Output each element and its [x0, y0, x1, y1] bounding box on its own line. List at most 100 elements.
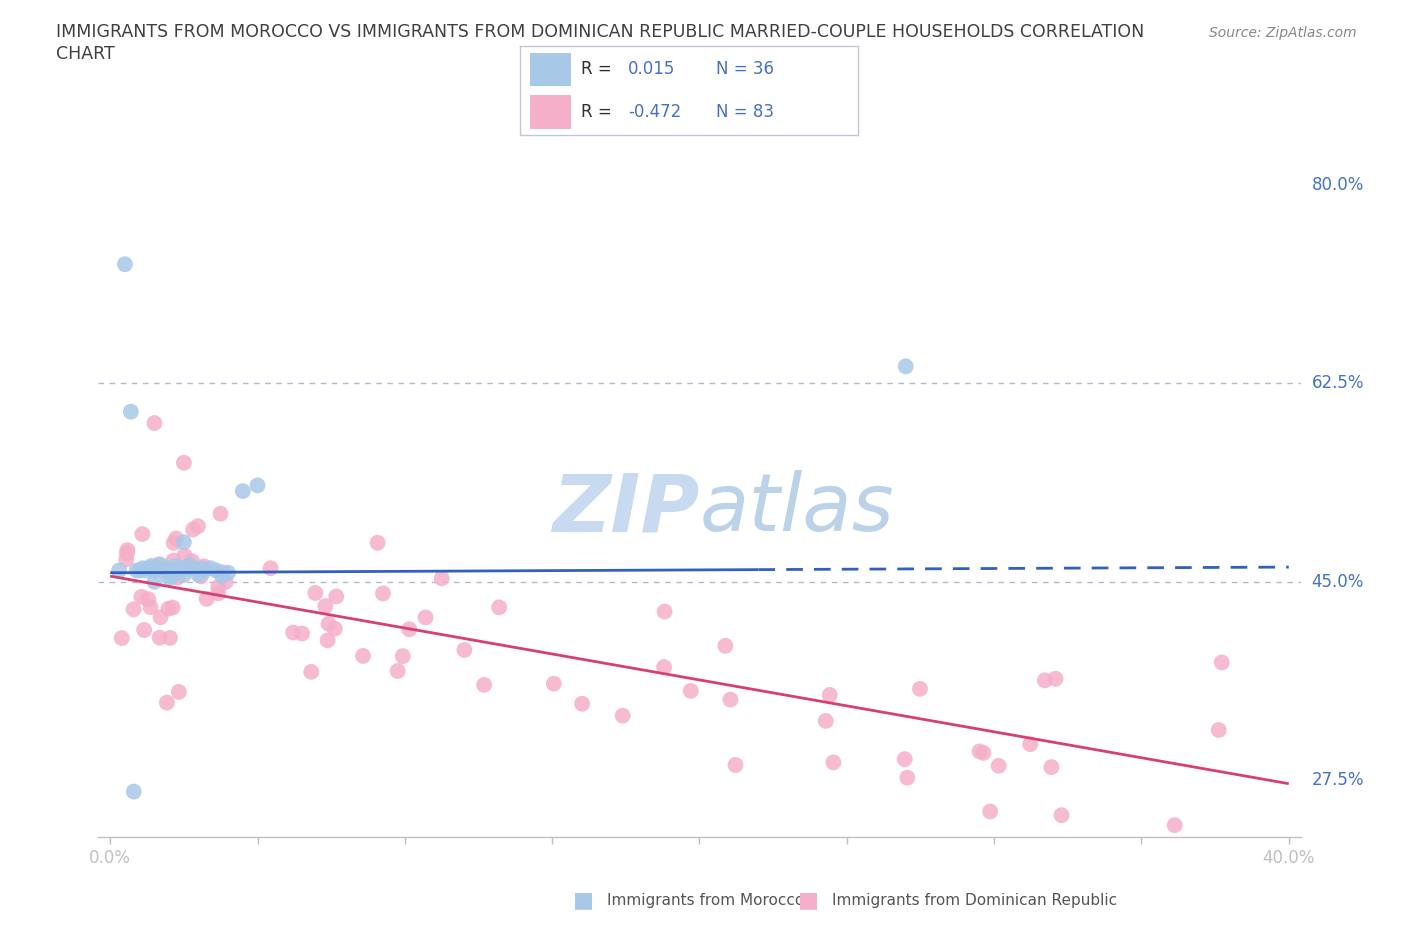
Text: 62.5%: 62.5%: [1312, 375, 1364, 392]
Point: [314, 599, 336, 614]
Text: 80.0%: 80.0%: [1312, 176, 1364, 193]
Point: [291, 626, 314, 641]
Point: [205, 563, 228, 578]
Point: [143, 575, 166, 590]
Point: [157, 602, 180, 617]
Point: [488, 600, 510, 615]
Bar: [530, 95, 571, 128]
Point: [136, 591, 159, 606]
Point: [170, 561, 193, 576]
Point: [543, 676, 565, 691]
Text: 45.0%: 45.0%: [1312, 573, 1364, 591]
Text: N = 83: N = 83: [716, 103, 773, 121]
Point: [1019, 737, 1042, 751]
Point: [679, 684, 702, 698]
Text: CHART: CHART: [56, 45, 115, 62]
Point: [894, 359, 917, 374]
Text: Source: ZipAtlas.com: Source: ZipAtlas.com: [1209, 26, 1357, 40]
Point: [1045, 671, 1067, 686]
Point: [120, 405, 142, 419]
Point: [128, 563, 150, 578]
Point: [972, 746, 994, 761]
Point: [714, 638, 737, 653]
Point: [814, 713, 837, 728]
Point: [122, 602, 145, 617]
Point: [135, 563, 157, 578]
Point: [111, 631, 134, 645]
Point: [148, 557, 170, 572]
Point: [125, 563, 148, 578]
Point: [139, 600, 162, 615]
Y-axis label: Married-couple Households: Married-couple Households: [0, 384, 7, 592]
Point: [157, 571, 180, 586]
Point: [318, 617, 340, 631]
Point: [398, 622, 420, 637]
Point: [134, 622, 156, 637]
Point: [207, 579, 229, 594]
Point: [214, 575, 236, 590]
Point: [166, 570, 188, 585]
Point: [316, 632, 339, 647]
Point: [187, 567, 209, 582]
Point: [115, 552, 138, 567]
Point: [1033, 673, 1056, 688]
Point: [179, 557, 201, 572]
Point: [987, 758, 1010, 773]
Text: ■: ■: [574, 890, 593, 910]
Point: [387, 663, 409, 678]
Point: [571, 697, 593, 711]
Point: [131, 561, 153, 576]
Point: [146, 561, 169, 576]
Point: [162, 553, 184, 568]
Point: [160, 568, 183, 583]
Point: [195, 591, 218, 606]
Point: [149, 631, 172, 645]
Point: [1208, 723, 1230, 737]
Point: [281, 625, 304, 640]
Point: [246, 478, 269, 493]
Point: [193, 563, 215, 578]
Point: [893, 751, 915, 766]
Point: [176, 561, 198, 576]
Point: [114, 257, 136, 272]
Point: [173, 535, 195, 550]
Point: [908, 682, 931, 697]
Text: Immigrants from Morocco: Immigrants from Morocco: [607, 893, 804, 908]
Text: 0.015: 0.015: [628, 60, 675, 78]
Bar: [530, 53, 571, 86]
Point: [1040, 760, 1063, 775]
Point: [299, 664, 322, 679]
Point: [391, 648, 413, 663]
Point: [1163, 817, 1185, 832]
Point: [115, 546, 138, 561]
Point: [173, 567, 195, 582]
Point: [209, 506, 232, 521]
Point: [190, 569, 212, 584]
Point: [138, 561, 160, 576]
Point: [430, 571, 453, 586]
Point: [159, 631, 181, 645]
Text: ■: ■: [799, 890, 818, 910]
Point: [181, 522, 204, 537]
Point: [122, 784, 145, 799]
Point: [415, 610, 437, 625]
Point: [165, 531, 187, 546]
Point: [156, 695, 179, 710]
Point: [143, 416, 166, 431]
Point: [131, 590, 153, 604]
Point: [896, 770, 918, 785]
Point: [304, 586, 326, 601]
Point: [167, 684, 190, 699]
Point: [149, 557, 172, 572]
Point: [173, 548, 195, 563]
Point: [1050, 808, 1073, 823]
Text: atlas: atlas: [699, 471, 894, 548]
Point: [160, 569, 183, 584]
Text: R =: R =: [581, 60, 612, 78]
Point: [979, 804, 1001, 819]
Text: N = 36: N = 36: [716, 60, 773, 78]
Point: [200, 561, 222, 576]
Point: [823, 755, 845, 770]
Point: [211, 569, 233, 584]
Text: -0.472: -0.472: [628, 103, 682, 121]
